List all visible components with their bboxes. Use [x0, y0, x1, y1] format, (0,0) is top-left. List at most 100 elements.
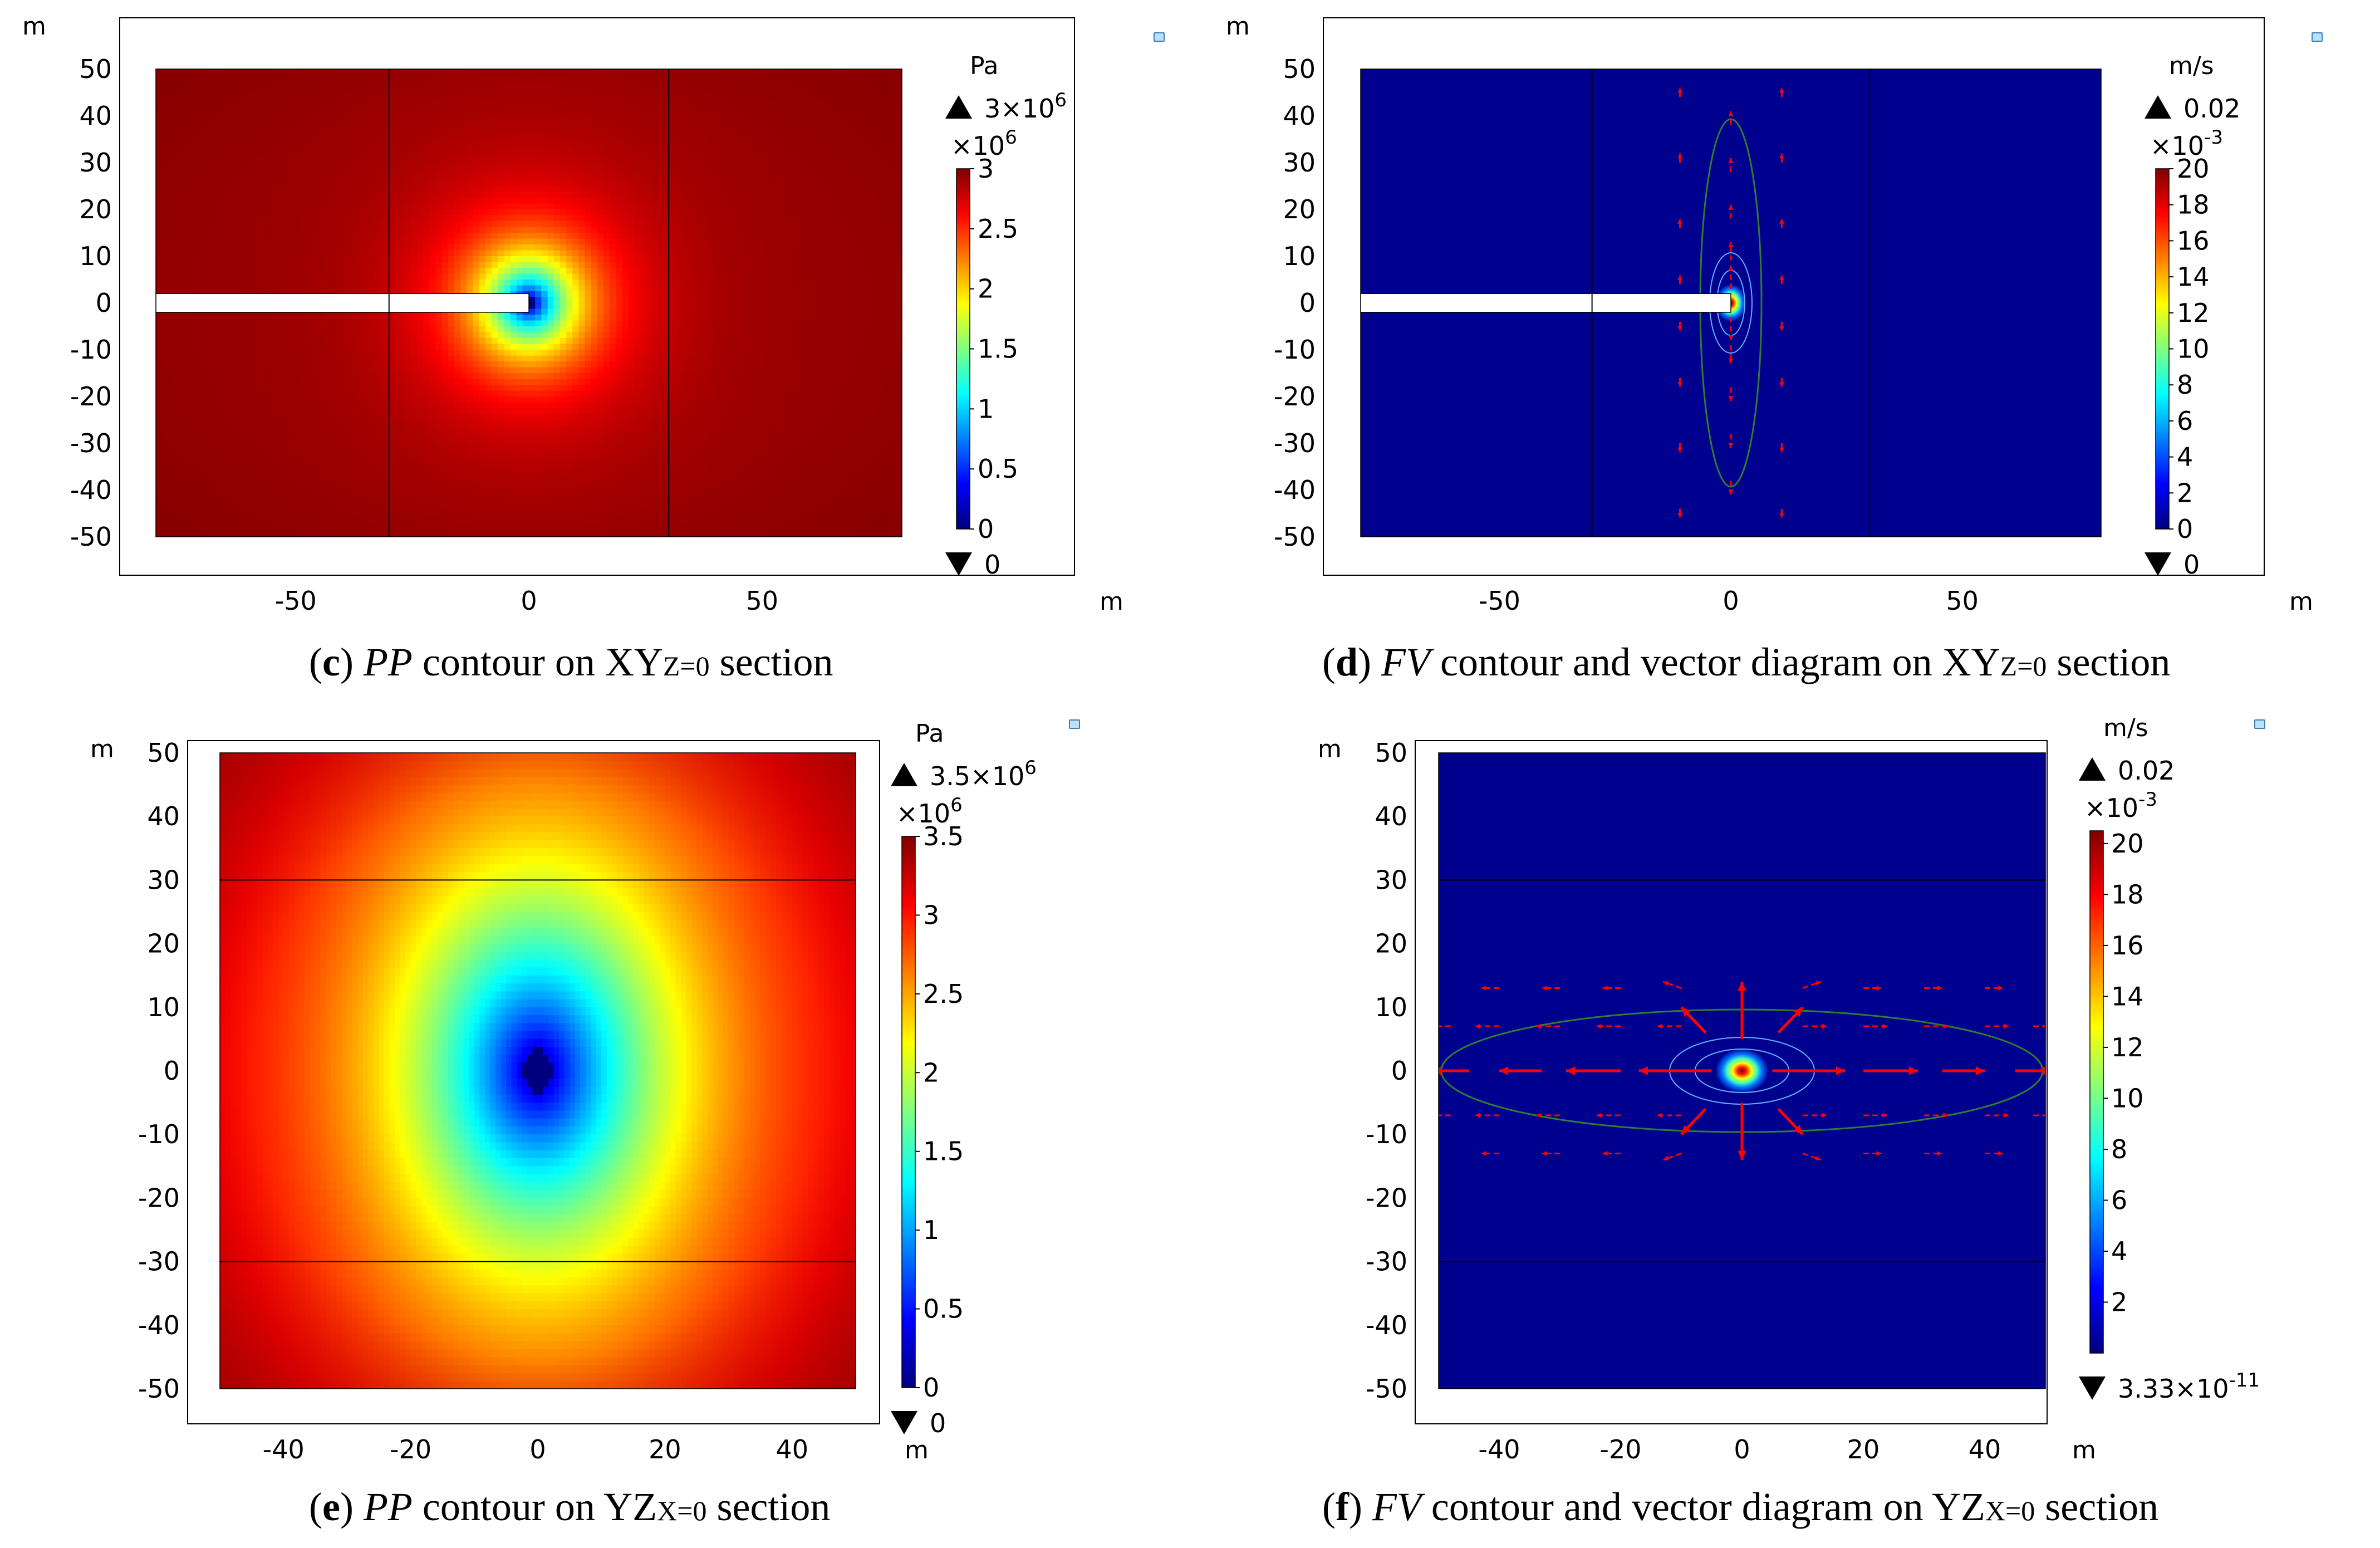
colorbar-tick-label: 0	[978, 514, 994, 544]
flow-vector-head	[1822, 1113, 1827, 1118]
tunnel-slot	[1361, 293, 1731, 313]
y-tick-label: -30	[1366, 1247, 1407, 1277]
flow-vector-head	[1638, 1066, 1648, 1075]
max-triangle-icon	[945, 95, 972, 119]
flow-vector-head	[2004, 1023, 2009, 1029]
max-triangle-icon	[2145, 95, 2171, 119]
panel-f-flow-velocity-yz: 50 40 30 20 10 0 -10 -20 -30 -40 -50 -40 -20 0 20 40 m m 2…	[1318, 714, 2260, 1464]
x-tick-label: -20	[1599, 1434, 1641, 1464]
flow-vector-head	[1657, 1023, 1662, 1029]
colorbar-tick-label: 3.5	[923, 821, 964, 851]
flow-vector-head	[1975, 1066, 1985, 1075]
field-area	[1361, 69, 2101, 537]
x-tick-label: 0	[1723, 586, 1739, 616]
y-tick-label: 10	[147, 992, 180, 1022]
flow-vector-head	[1937, 1151, 1942, 1156]
flow-vector-head	[1882, 1113, 1888, 1118]
y-tick-label: 20	[147, 929, 180, 959]
colorbar-tick-label: 1	[923, 1215, 939, 1245]
plot-border	[1360, 68, 2102, 537]
flow-vector-head	[1499, 1066, 1509, 1075]
export-icon[interactable]	[2254, 719, 2265, 729]
y-tick-label: 40	[147, 801, 180, 831]
colorbar	[2089, 830, 2104, 1354]
x-axis-unit: m	[905, 1436, 929, 1464]
colorbar-min-label: 0	[984, 550, 1000, 580]
x-tick-label: 40	[776, 1434, 809, 1464]
flow-vector-head	[1542, 986, 1547, 991]
x-tick-label: -50	[1479, 586, 1520, 616]
flow-vector-head	[1793, 1125, 1803, 1135]
flow-vector-head	[1596, 1023, 1602, 1029]
flow-vector-arrow	[1802, 981, 1822, 989]
y-tick-label: 0	[96, 288, 112, 318]
colorbar-tick-label: 2.5	[978, 214, 1018, 244]
colorbar-tick-label: 1.5	[978, 334, 1018, 364]
y-tick-label: -50	[1274, 522, 1316, 552]
y-tick-label: -40	[1366, 1310, 1407, 1340]
colorbar-tick-label: 4	[2177, 442, 2193, 472]
min-triangle-icon	[945, 552, 972, 576]
export-icon[interactable]	[1154, 32, 1165, 42]
colorbar-tick-label: 2	[2111, 1287, 2127, 1317]
caption-e: (e) PP contour on YZX=0 section	[309, 1485, 831, 1529]
colorbar-tick-label: 3	[923, 900, 939, 930]
flow-vector-head	[1566, 1066, 1576, 1075]
flow-vector-head	[1876, 1151, 1882, 1156]
max-triangle-icon	[891, 763, 917, 786]
y-tick-label: -40	[1274, 475, 1316, 505]
y-tick-label: 30	[1375, 865, 1407, 895]
colorbar-tick-label: 18	[2177, 190, 2210, 220]
colorbar-unit: Pa	[915, 719, 944, 748]
flow-vector-head	[1822, 1023, 1827, 1029]
flow-vector-head	[1728, 489, 1734, 495]
x-tick-label: -40	[263, 1434, 305, 1464]
colorbar-tick-label: 0	[923, 1373, 939, 1403]
y-tick-label: -10	[70, 335, 112, 365]
colorbar-multiplier: ×10-3	[2084, 788, 2157, 823]
y-tick-label: -30	[1274, 428, 1316, 458]
y-tick-label: 40	[1283, 101, 1316, 131]
flow-vector-head	[1681, 1007, 1691, 1017]
flow-vector-head	[1815, 1155, 1821, 1161]
flow-vector-head	[1728, 443, 1734, 448]
flow-vector-head	[2053, 1024, 2058, 1029]
y-tick-label: 20	[1375, 929, 1407, 959]
flow-vector-head	[1779, 447, 1784, 453]
x-tick-label: 50	[1946, 586, 1979, 616]
y-tick-label: -50	[138, 1374, 180, 1404]
colorbar-tick-label: 1	[978, 394, 994, 424]
flow-vector-head	[1728, 396, 1734, 401]
colorbar-tick-label: 14	[2177, 262, 2210, 292]
colorbar	[956, 168, 970, 530]
flow-vector-head	[1535, 1023, 1541, 1029]
flow-vector-head	[1937, 986, 1942, 991]
x-tick-label: 0	[521, 586, 537, 616]
flow-vector-head	[1677, 382, 1682, 388]
flow-vector-head	[1439, 1066, 1442, 1075]
colorbar-unit: m/s	[2103, 714, 2148, 742]
colorbar-tick-label: 8	[2177, 370, 2193, 400]
plot-border	[219, 752, 856, 1389]
y-tick-label: -20	[1366, 1183, 1407, 1213]
y-axis-unit: m	[1226, 12, 1250, 41]
export-icon[interactable]	[1069, 719, 1080, 729]
flow-vector-head	[1677, 275, 1682, 280]
export-icon[interactable]	[2312, 32, 2323, 42]
min-triangle-icon	[891, 1411, 917, 1434]
colorbar-tick-label: 2	[2177, 478, 2193, 508]
flow-vector-head	[1779, 153, 1784, 159]
flow-vector-head	[1663, 1155, 1669, 1161]
field-area	[156, 69, 902, 537]
flow-vector-head	[1677, 513, 1682, 518]
caption-d: (d) FV contour and vector diagram on XYZ…	[1322, 640, 2171, 684]
flow-vector-head	[1677, 87, 1682, 93]
flow-vector-head	[1876, 986, 1882, 991]
caption-c: (c) PP contour on XYZ=0 section	[309, 640, 833, 684]
flow-vector-head	[1943, 1023, 1949, 1029]
y-tick-label: -10	[1274, 335, 1316, 365]
flow-vector-head	[1602, 986, 1608, 991]
y-tick-label: 10	[1283, 241, 1316, 271]
x-tick-label: -20	[390, 1434, 431, 1464]
